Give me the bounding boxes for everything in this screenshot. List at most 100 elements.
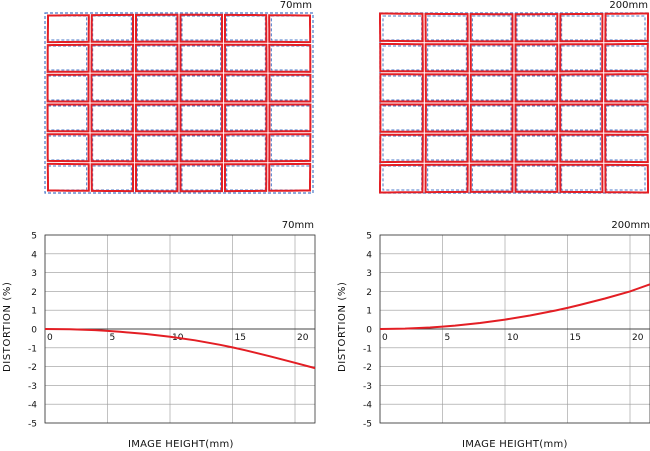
- ideal-grid-cell: [226, 165, 266, 191]
- ideal-grid-cell: [516, 75, 557, 101]
- distorted-grid-cell: [604, 163, 649, 194]
- ideal-grid-cell: [270, 45, 311, 71]
- x-tick-label: 5: [110, 333, 116, 343]
- distorted-grid-cell: [379, 163, 424, 194]
- ideal-grid-cell: [516, 45, 557, 71]
- ideal-grid-cell: [561, 105, 601, 131]
- distorted-grid-cell: [469, 133, 514, 163]
- ideal-grid-cell: [181, 45, 222, 71]
- distorted-grid-cell: [514, 73, 559, 103]
- ideal-grid-cell: [561, 15, 601, 41]
- distorted-grid-cell: [224, 163, 268, 193]
- ideal-grid-cell: [92, 15, 132, 41]
- ideal-grid-cell: [136, 75, 177, 101]
- distorted-grid-cell: [46, 162, 90, 192]
- y-tick-label: -2: [28, 363, 37, 373]
- distorted-grid-cell: [424, 43, 469, 73]
- ideal-grid-cell: [382, 15, 423, 41]
- ideal-grid-cell: [471, 75, 512, 101]
- distortion-grid-70mm: 70mm: [44, 0, 314, 195]
- distorted-grid-cell: [559, 43, 604, 73]
- ideal-grid-cell: [427, 105, 467, 131]
- ideal-grid-cell: [181, 135, 222, 161]
- distorted-grid-cell: [424, 163, 469, 194]
- distorted-grid-cell: [559, 12, 604, 43]
- ideal-grid-cell: [92, 135, 132, 161]
- distorted-grid-cell: [224, 73, 268, 103]
- x-tick-label: 20: [297, 333, 309, 343]
- distorted-grid-cell: [559, 73, 604, 103]
- distorted-grid-cell: [469, 73, 514, 103]
- distorted-grid-cell: [559, 103, 604, 133]
- x-tick-label: 0: [382, 333, 388, 343]
- distorted-grid-cell: [268, 162, 312, 192]
- ideal-grid-cell: [516, 105, 557, 131]
- distorted-grid-cell: [134, 163, 179, 193]
- distorted-grid-cell: [90, 103, 134, 133]
- distortion-chart-200mm: 200mm DISTORTION (%) 5 4 3 2 1 0 -1 -2 -3 -4 -5 0 5 1…: [335, 220, 650, 451]
- ideal-grid-cell: [136, 165, 177, 191]
- distorted-grid-cell: [90, 43, 135, 73]
- ideal-grid-cell: [47, 105, 88, 131]
- y-tick-label: 5: [31, 232, 37, 242]
- y-tick-label: 0: [366, 326, 372, 336]
- distorted-grid-cell: [90, 133, 135, 163]
- distorted-grid-cell: [514, 13, 559, 43]
- ideal-grid-cell: [605, 45, 646, 71]
- ideal-grid-cell: [47, 135, 88, 161]
- y-tick-label: 4: [31, 250, 37, 260]
- distorted-grid-cell: [134, 43, 179, 73]
- ideal-grid-cell: [47, 165, 88, 191]
- x-tick-label: 15: [235, 333, 246, 343]
- ideal-grid-cell: [427, 15, 467, 41]
- ideal-grid-cell: [427, 45, 467, 71]
- ideal-grid-cell: [605, 75, 646, 101]
- distorted-grid-cell: [379, 133, 424, 164]
- distorted-grid-cell: [46, 133, 90, 163]
- distorted-grid-cell: [179, 103, 224, 133]
- distorted-grid-cell: [469, 43, 514, 73]
- distorted-grid-cell: [469, 163, 514, 193]
- distorted-grid-cell: [134, 103, 179, 133]
- ideal-grid-cell: [270, 75, 311, 101]
- distortion-grid-200mm: 200mm: [379, 0, 650, 195]
- distorted-grid-cell: [379, 103, 424, 133]
- ideal-grid-cell: [605, 165, 646, 191]
- distorted-grid-cell: [90, 73, 134, 103]
- y-tick-label: -5: [363, 420, 372, 430]
- ideal-grid-cell: [471, 165, 512, 191]
- ideal-grid-cell: [270, 135, 311, 161]
- ideal-grid-cell: [270, 105, 311, 131]
- distorted-grid-cell: [379, 12, 424, 43]
- distorted-grid-cell: [424, 103, 469, 133]
- distorted-grid-cell: [46, 73, 90, 103]
- distortion-chart-70mm: 70mm DISTORTION (%) 5 4 3 2 1 0 -1 -2 -3 -4 -5 0 5 10…: [0, 220, 325, 451]
- ideal-grid-cell: [270, 165, 311, 191]
- ideal-grid-cell: [47, 15, 88, 41]
- y-tick-label: -3: [363, 382, 372, 392]
- y-tick-label: 1: [366, 307, 372, 317]
- distorted-grid-cell: [223, 133, 268, 163]
- ideal-grid-cell: [136, 45, 177, 71]
- y-tick-label: 2: [31, 288, 37, 298]
- ideal-grid-cell: [516, 165, 557, 191]
- ideal-grid-cell: [471, 15, 512, 41]
- ideal-grid-cell: [561, 135, 601, 161]
- y-tick-label: -1: [28, 344, 37, 354]
- ideal-grid-cell: [226, 45, 266, 71]
- ideal-grid-cell: [561, 165, 601, 191]
- ideal-grid-cell: [92, 75, 132, 101]
- ideal-grid-cell: [605, 135, 646, 161]
- distorted-grid-cell: [268, 103, 312, 133]
- ideal-grid-cell: [92, 45, 132, 71]
- y-tick-label: -4: [28, 401, 37, 411]
- x-tick-label: 15: [570, 333, 581, 343]
- y-tick-label: -1: [363, 344, 372, 354]
- distorted-grid-cell: [379, 73, 424, 103]
- y-tick-label: 5: [366, 232, 372, 242]
- ideal-grid-cell: [47, 75, 88, 101]
- distorted-grid-cell: [379, 42, 424, 73]
- x-axis-label-200mm: IMAGE HEIGHT(mm): [462, 439, 568, 450]
- distorted-grid-cell: [469, 13, 514, 43]
